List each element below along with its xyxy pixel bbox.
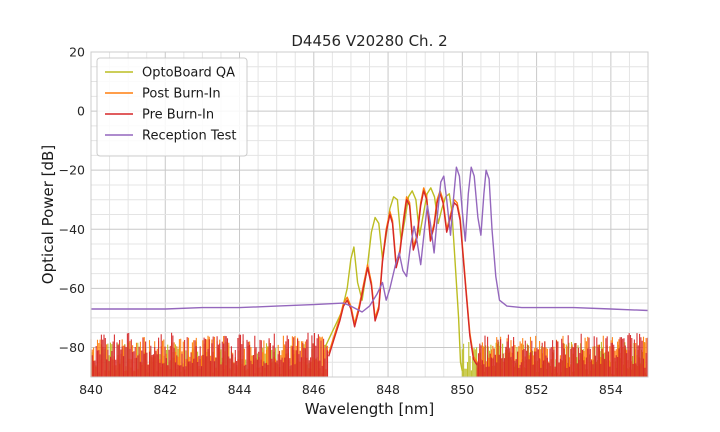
series-line-pre-burn-in [328, 190, 478, 366]
x-tick-label: 846 [302, 382, 326, 397]
y-axis-title: Optical Power [dB] [39, 145, 57, 284]
tick-labels: 840 842 844 846 848 850 852 854 20 0 −20 −40 −60 −80 [59, 45, 623, 398]
chart-title: D4456 V20280 Ch. 2 [291, 32, 447, 50]
legend-label: Post Burn-In [142, 87, 221, 102]
x-tick-label: 842 [153, 382, 177, 397]
x-tick-label: 850 [450, 382, 474, 397]
y-tick-label: −60 [59, 281, 85, 296]
y-tick-label: 20 [69, 45, 85, 60]
y-tick-label: −20 [59, 163, 85, 178]
series-line-reception-test [91, 166, 649, 313]
series-lines [91, 166, 649, 372]
x-axis-title: Wavelength [nm] [305, 400, 435, 418]
legend-box [96, 57, 248, 157]
series-line-post-burn-in [328, 187, 478, 363]
legend-label: Pre Burn-In [142, 108, 214, 123]
y-tick-label: −40 [59, 222, 85, 237]
plot-frame [90, 51, 649, 378]
legend-label: OptoBoard QA [142, 66, 235, 81]
x-tick-label: 854 [599, 382, 623, 397]
x-tick-label: 852 [525, 382, 549, 397]
y-tick-label: 0 [77, 104, 85, 119]
x-tick-label: 848 [376, 382, 400, 397]
legend: OptoBoard QA Post Burn-In Pre Burn-In Recep… [96, 57, 248, 157]
x-tick-label: 844 [228, 382, 252, 397]
noise-floor-band [476, 333, 648, 377]
x-tick-label: 840 [79, 382, 103, 397]
legend-label: Reception Test [142, 129, 236, 144]
y-tick-label: −80 [59, 340, 85, 355]
noise-floor [90, 332, 648, 377]
